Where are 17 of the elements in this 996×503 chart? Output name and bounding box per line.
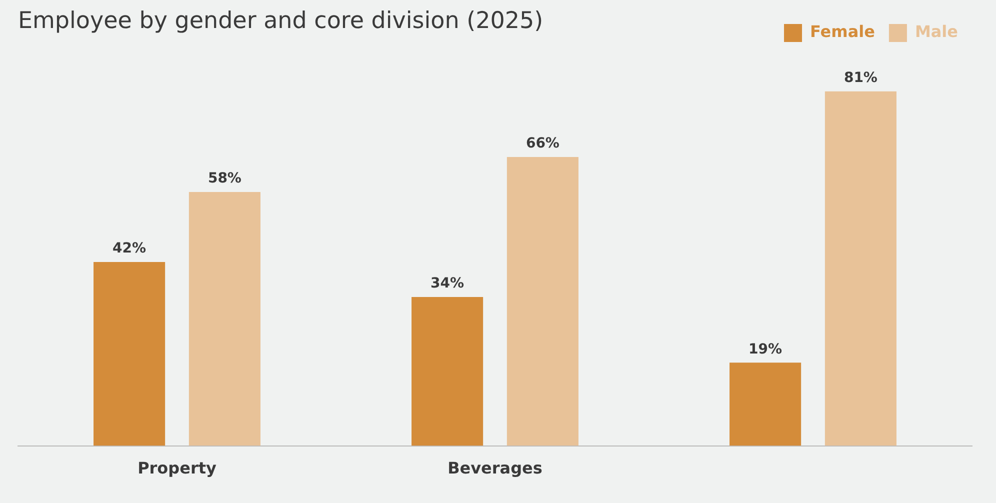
data-label: 81% [844,70,878,86]
x-tick-label: Beverages [448,458,542,478]
bar [506,157,578,446]
data-label: 19% [748,341,782,358]
data-label: 58% [208,170,242,187]
chart-title: Employee by gender and core division (2025) [18,8,544,34]
bar [824,91,896,446]
legend-label: Male [914,22,958,42]
data-label: 42% [112,240,146,257]
bar [188,192,260,446]
bar [412,297,484,446]
x-tick-label: Property [138,458,218,478]
data-label: 34% [430,276,464,292]
data-label: 66% [526,136,560,152]
bar [730,362,802,446]
bar [94,262,166,446]
legend-label: Female [810,22,876,42]
